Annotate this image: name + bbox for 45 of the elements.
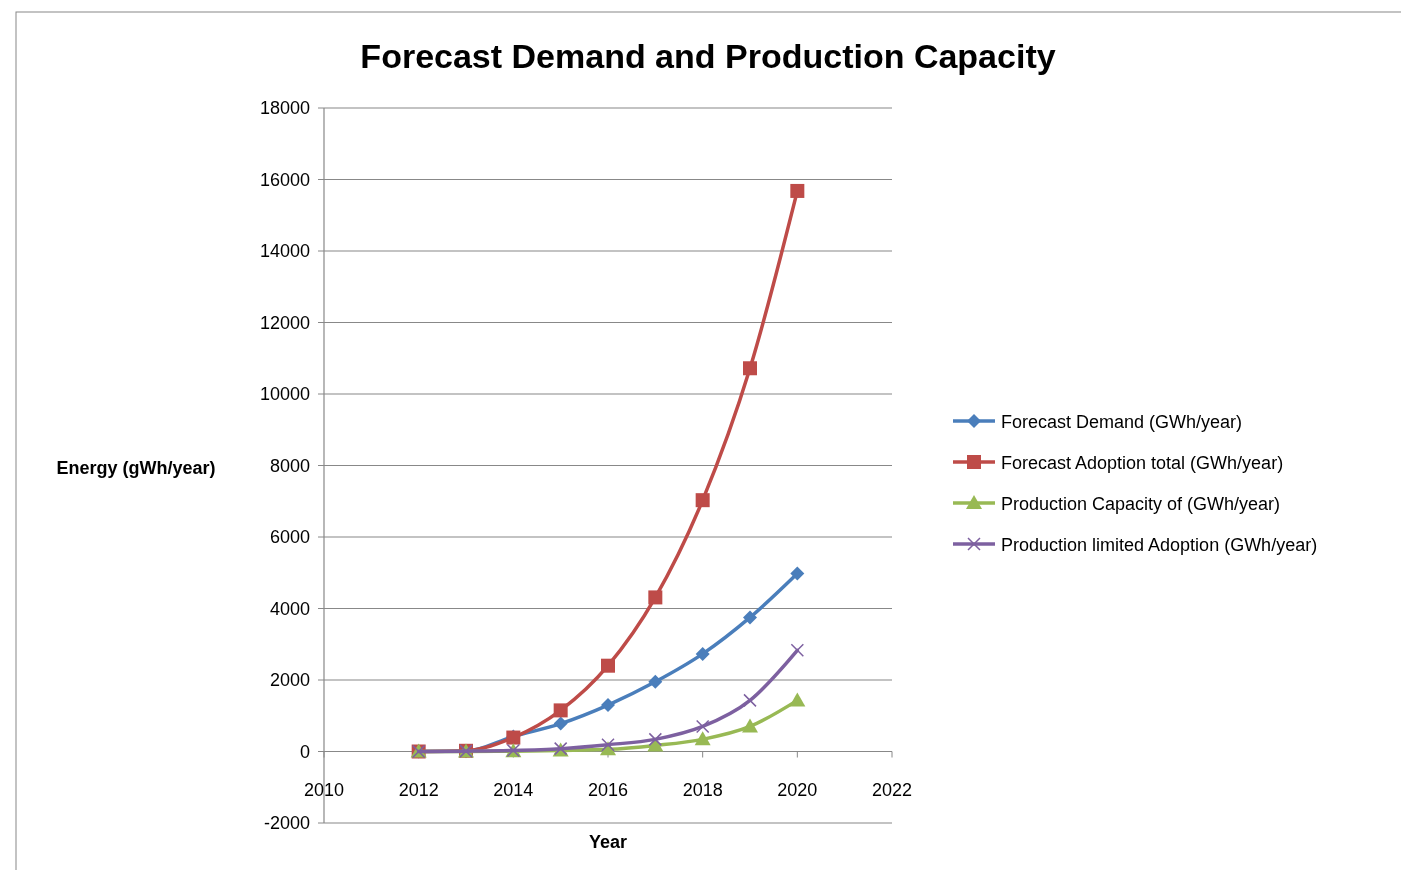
point — [743, 361, 757, 376]
point — [742, 718, 758, 733]
y-tick-label: 2000 — [269, 670, 310, 690]
point — [648, 590, 663, 605]
y-tick-label: 14000 — [259, 241, 310, 261]
point — [743, 693, 757, 708]
x-tick-label: 2018 — [682, 779, 723, 800]
point — [648, 732, 663, 747]
point — [601, 698, 615, 713]
x-tick-label: 2010 — [303, 779, 345, 800]
y-tick-label: -2000 — [263, 813, 310, 833]
x-tick-label: 2012 — [398, 779, 439, 800]
point — [695, 646, 710, 661]
legend-label: Forecast Demand (GWh/year) — [1001, 412, 1243, 432]
y-tick-label: 18000 — [259, 98, 310, 118]
y-tick-label: 6000 — [269, 527, 310, 547]
x-tick-label: 2020 — [777, 779, 818, 800]
x-tick-label: 2022 — [871, 779, 913, 800]
legend-label: Production Capacity of (GWh/year) — [1001, 494, 1281, 514]
x-tick-label: 2016 — [587, 779, 629, 800]
y-tick-label: 12000 — [259, 312, 310, 333]
point — [553, 703, 568, 718]
point — [790, 643, 805, 658]
point — [694, 731, 711, 746]
legend-label: Forecast Adoption total (GWh/year) — [1001, 453, 1284, 473]
point — [648, 674, 663, 689]
x-axis-title: Year — [588, 832, 628, 852]
legend-label: Production limited Adoption (GWh/year) — [1001, 535, 1318, 555]
point — [743, 610, 757, 625]
point — [790, 183, 805, 198]
point — [695, 719, 710, 734]
chart-title: Forecast Demand and Production Capacity — [360, 37, 1056, 75]
point — [601, 658, 615, 673]
point — [553, 716, 568, 731]
point — [789, 692, 806, 707]
point — [695, 493, 710, 508]
point — [790, 566, 805, 581]
y-tick-label: 16000 — [259, 169, 310, 190]
x-tick-label: 2014 — [493, 779, 534, 800]
point — [601, 737, 615, 752]
y-tick-label: 8000 — [269, 455, 310, 476]
y-tick-label: 4000 — [269, 598, 310, 619]
y-axis-title: Energy (gWh/year) — [56, 458, 216, 478]
y-tick-label: 10000 — [259, 384, 310, 404]
y-tick-label: 0 — [299, 741, 310, 762]
